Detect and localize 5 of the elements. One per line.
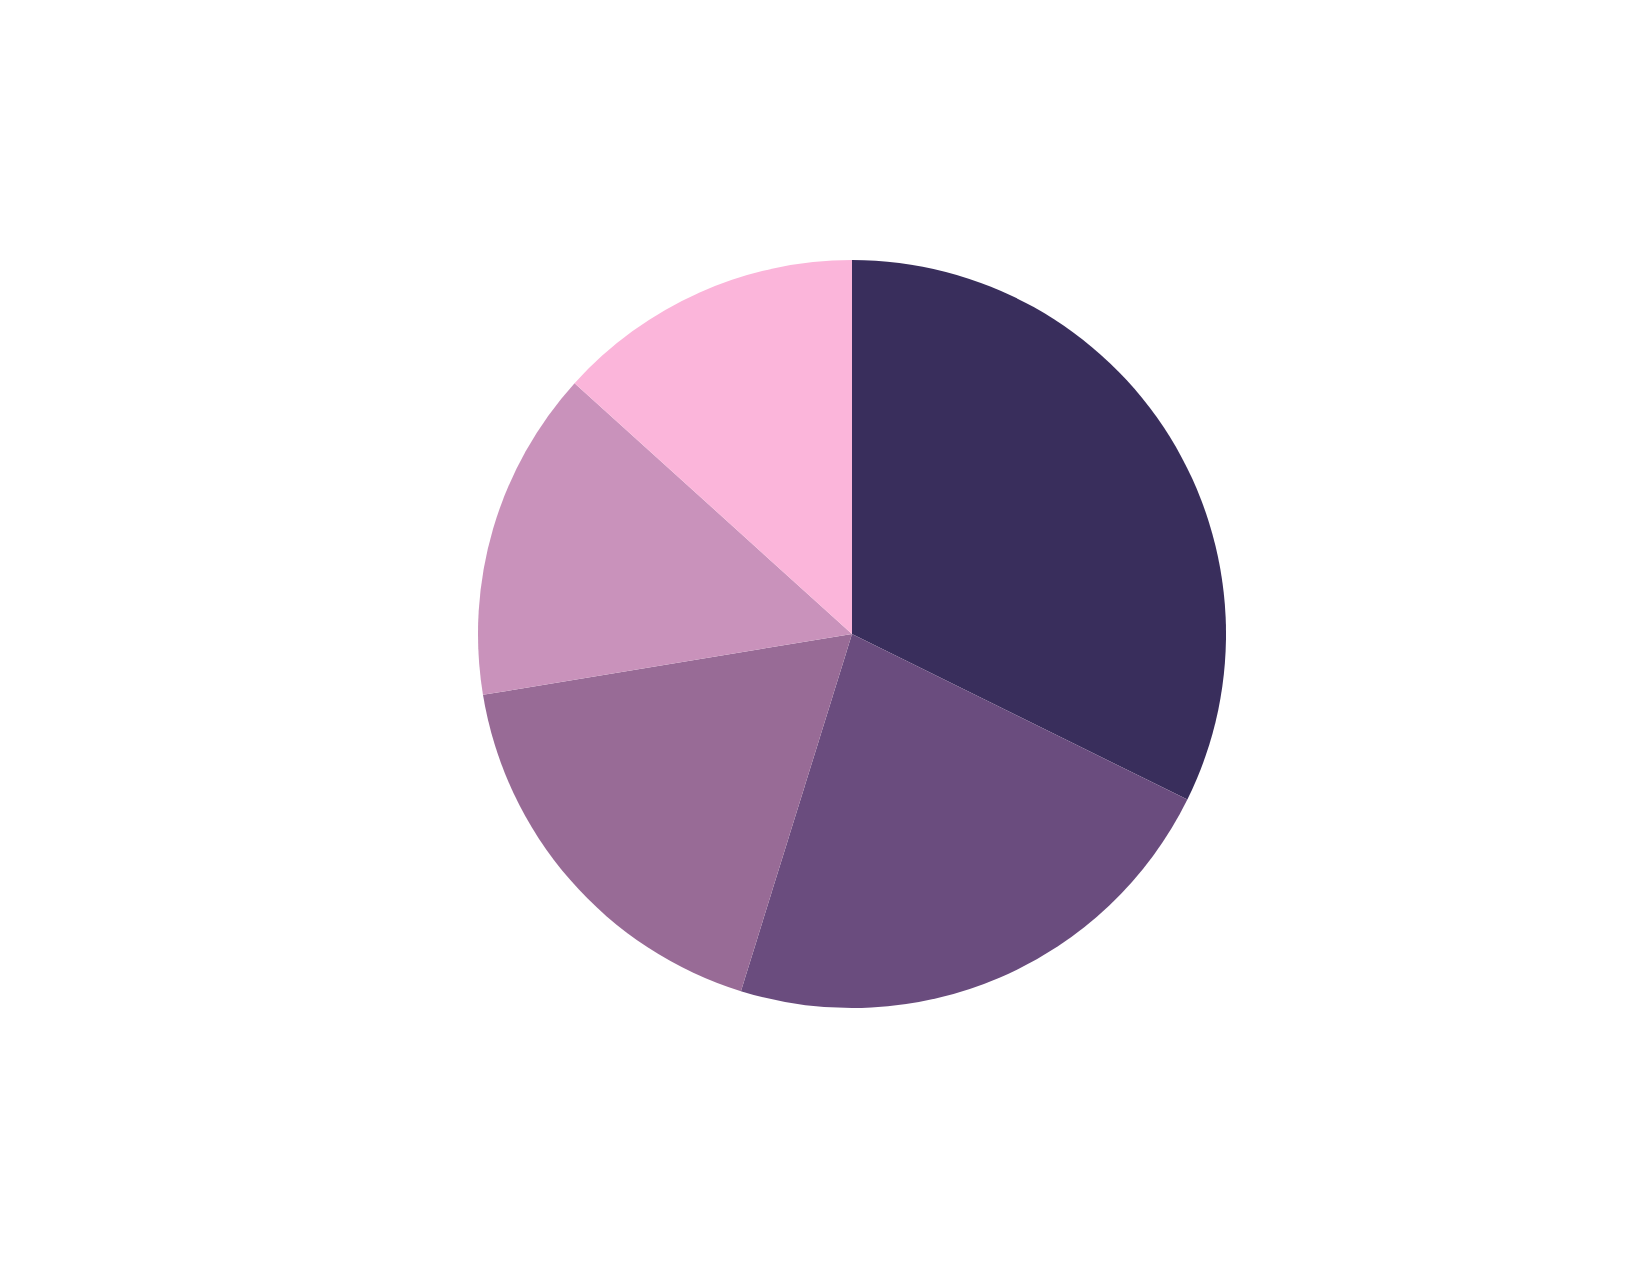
pie-slice	[852, 260, 1226, 800]
pie-slice	[482, 634, 853, 992]
pie-slice	[740, 634, 1188, 1008]
pie-slice	[478, 383, 853, 695]
pie-slice	[574, 260, 853, 635]
